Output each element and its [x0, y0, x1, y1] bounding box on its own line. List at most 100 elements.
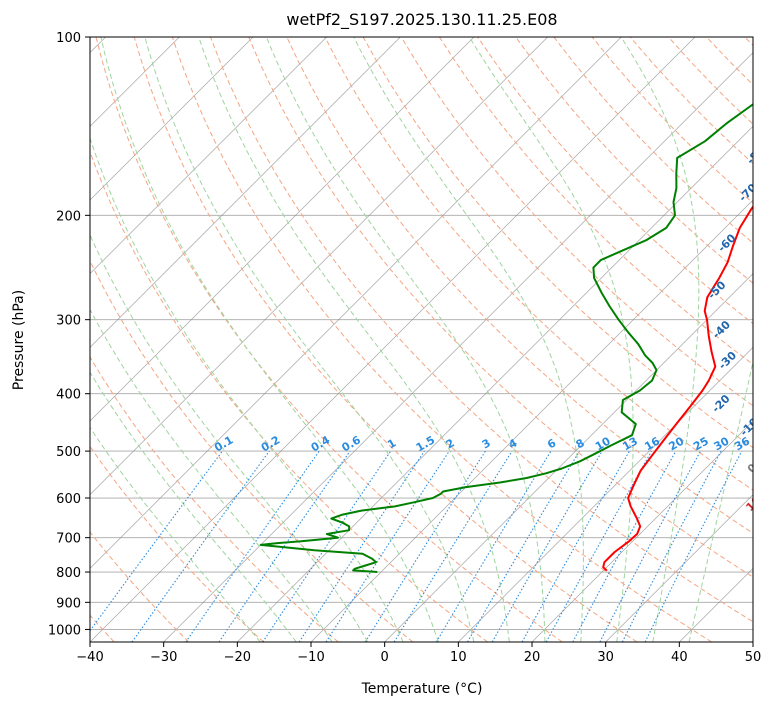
x-axis: −40 −30 −20 −10 0 10 20 30 40 50: [76, 642, 761, 665]
dry-adiabat: [90, 445, 264, 642]
y-tick-label: 1000: [48, 623, 81, 638]
moist-adiabat-label: 0: [745, 461, 760, 476]
y-tick-label: 900: [56, 596, 81, 611]
isotherm-line: [90, 37, 696, 642]
dry-adiabat: [477, 37, 753, 325]
mixing-ratio-line: [521, 450, 630, 642]
mixing-ratio-line: [644, 450, 743, 642]
moist-adiabat-label: 30: [761, 549, 775, 569]
x-tick-label: −20: [224, 650, 251, 665]
y-tick-label: 300: [56, 314, 81, 329]
moist-adiabat: [90, 308, 333, 642]
moist-adiabat: [90, 136, 404, 642]
dry-adiabat: [591, 37, 753, 204]
x-tick-label: 20: [524, 650, 541, 665]
y-tick-label: 700: [56, 532, 81, 547]
isotherm-line: [90, 37, 254, 201]
dry-adiabat: [133, 37, 638, 642]
profile-series: [259, 103, 753, 573]
plot-frame: [89, 36, 754, 643]
mixing-ratio-label: 4: [506, 436, 519, 451]
x-tick-label: −30: [150, 650, 177, 665]
dry-adiabat: [438, 37, 753, 366]
x-tick-label: −40: [76, 650, 103, 665]
isotherm-line: [90, 37, 401, 348]
moist-adiabat: [100, 37, 439, 642]
dry-adiabat: [515, 37, 753, 284]
moist-adiabat-label: -30: [716, 349, 739, 372]
dry-adiabat: [90, 259, 414, 642]
mixing-ratio-label: 3: [480, 436, 493, 451]
mixing-ratio-label: 30: [712, 434, 732, 453]
chart-title: wetPf2_S197.2025.130.11.25.E08: [286, 10, 557, 30]
mixing-ratio-line: [621, 450, 722, 642]
mixing-ratio-label: 1: [385, 436, 398, 451]
mixing-ratio-line: [393, 450, 513, 642]
isotherm-line: [90, 37, 475, 422]
dry-adiabat: [362, 37, 753, 449]
mixing-ratio-label: 10: [593, 434, 613, 453]
isotherm-line: [679, 567, 753, 642]
isotherm-line: [458, 346, 753, 642]
moist-adiabat: [688, 358, 753, 642]
y-tick-label: 600: [56, 492, 81, 507]
profile-line: [602, 205, 753, 572]
isotherm-line: [310, 199, 753, 642]
moist-adiabat: [353, 37, 584, 642]
mixing-ratio-line: [185, 450, 320, 642]
x-tick-label: 40: [671, 650, 688, 665]
moist-adiabat: [468, 37, 634, 642]
mixing-ratio-line: [435, 450, 552, 642]
moist-adiabat-label: 40: [768, 579, 775, 599]
moist-adiabat-label: -40: [710, 318, 733, 341]
mixing-ratio-line: [262, 450, 392, 642]
mixing-ratio-label: 2: [444, 436, 457, 451]
mixing-ratio-line: [90, 450, 223, 632]
moist-adiabat: [265, 37, 546, 642]
isotherm-line: [237, 125, 753, 642]
moist-adiabat-label: -20: [709, 392, 732, 415]
isotherm-line: [384, 273, 753, 642]
x-tick-label: 0: [381, 650, 389, 665]
mixing-ratio-line: [298, 450, 425, 642]
x-tick-label: 50: [745, 650, 762, 665]
moist-adiabat: [144, 37, 475, 642]
isotherm-line: [163, 52, 753, 642]
mixing-ratio-label: 25: [691, 434, 711, 453]
mixing-ratio-line: [572, 450, 677, 642]
isotherm-line: [90, 37, 622, 569]
x-tick-label: −10: [297, 650, 324, 665]
mixing-ratio-label: 16: [642, 434, 662, 453]
moist-adiabat-label: -10: [738, 415, 761, 438]
mixing-ratio-label: 20: [667, 434, 687, 453]
y-tick-label: 800: [56, 566, 81, 581]
dry-adiabat: [90, 150, 488, 642]
dry-adiabat: [90, 356, 339, 642]
moist-adiabat: [90, 426, 261, 642]
moist-adiabat-label: 20: [753, 521, 773, 541]
moist-adiabat: [620, 37, 700, 642]
mixing-ratio-line: [364, 450, 486, 642]
isotherm-line: [531, 420, 753, 642]
moist-adiabat-label: 10: [743, 494, 763, 514]
dry-adiabat: [744, 37, 753, 47]
y-axis-label: Pressure (hPa): [11, 290, 27, 390]
moist-adiabat-label: -80: [744, 144, 767, 167]
x-axis-label: Temperature (°C): [361, 681, 483, 697]
moist-adiabat-label: -90: [761, 90, 775, 113]
isotherm-line: [90, 37, 548, 496]
mixing-ratio-line: [545, 450, 653, 642]
y-tick-label: 100: [56, 31, 81, 46]
y-tick-label: 500: [56, 445, 81, 460]
isotherm-line: [752, 641, 753, 642]
mixing-ratio-line: [599, 450, 701, 642]
dry-adiabat: [248, 37, 753, 578]
moist-adiabat-label: -60: [715, 231, 738, 254]
mixing-ratio-line: [325, 450, 450, 642]
moist-adiabat: [90, 233, 369, 642]
mixing-ratio-line: [131, 450, 270, 642]
moist-adiabat-label: -50: [705, 278, 728, 301]
moist-adiabat-label: -70: [736, 181, 759, 204]
